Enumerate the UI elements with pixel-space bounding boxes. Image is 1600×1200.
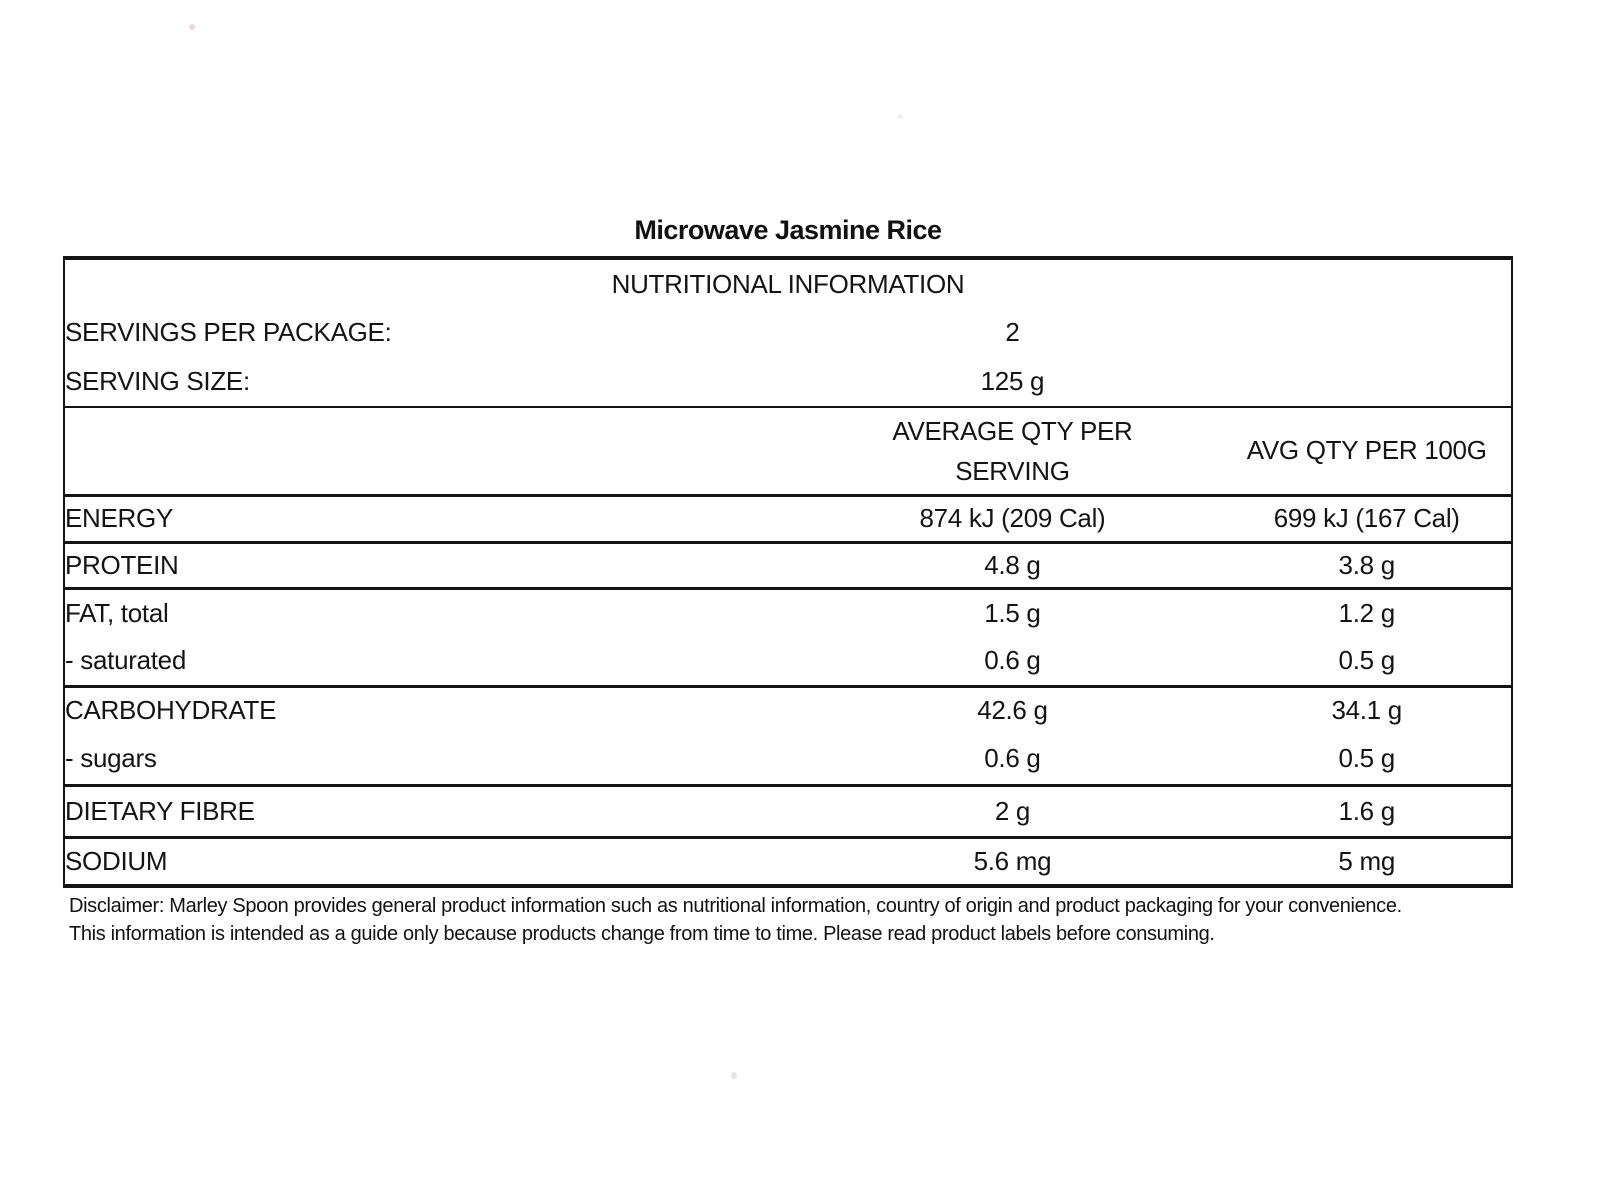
per-serving-value: 1.5 g (984, 597, 1041, 628)
table-row-carbohydrate: CARBOHYDRATE 42.6 g 34.1 g (64, 686, 1512, 734)
banner-row: NUTRITIONAL INFORMATION (64, 258, 1512, 308)
nutrient-label: CARBOHYDRATE (65, 695, 277, 726)
per-serving-value: 0.6 g (802, 734, 1223, 787)
empty-cell (64, 407, 803, 497)
table-row-dietary-fibre: DIETARY FIBRE 2 g 1.6 g (64, 785, 1512, 839)
servings-per-package-value: 2 (1005, 317, 1020, 347)
disclaimer-line-1: Disclaimer: Marley Spoon provides genera… (69, 895, 1402, 917)
servings-per-package-label: SERVINGS PER PACKAGE: (65, 317, 392, 347)
table-row-fat-total: FAT, total 1.5 g 1.2 g (64, 588, 1512, 637)
per-serving-column-header-text: AVERAGE QTY PER SERVING (892, 415, 1133, 486)
serving-size-label: SERVING SIZE: (64, 357, 803, 408)
per-100g-value: 699 kJ (167 Cal) (1222, 495, 1512, 544)
per-100g-value: 3.8 g (1222, 542, 1512, 590)
nutrient-label: SODIUM (65, 845, 168, 876)
table-row-energy: ENERGY 874 kJ (209 Cal) 699 kJ (167 Cal) (64, 495, 1512, 544)
per-serving-value: 874 kJ (209 Cal) (802, 495, 1223, 544)
column-header-row: AVERAGE QTY PER SERVING AVG QTY PER 100G (64, 407, 1512, 497)
disclaimer-text: Disclaimer: Marley Spoon provides genera… (63, 892, 1513, 948)
empty-cell (1222, 357, 1512, 408)
artifact-speck (189, 24, 195, 30)
per-serving-value: 5.6 mg (973, 845, 1052, 876)
nutritional-information-banner: NUTRITIONAL INFORMATION (611, 268, 965, 299)
per-100g-value: 1.2 g (1338, 597, 1396, 628)
nutrient-label: FAT, total (65, 597, 169, 628)
nutrient-label: ENERGY (64, 495, 803, 544)
artifact-speck (731, 1072, 737, 1079)
nutrition-table: NUTRITIONAL INFORMATION SERVINGS PER PAC… (63, 256, 1513, 888)
per-100g-value: 1.6 g (1222, 785, 1512, 839)
product-title: Microwave Jasmine Rice (634, 215, 942, 245)
disclaimer-line-2: This information is intended as a guide … (69, 923, 1215, 945)
per-100g-value: 0.5 g (1222, 734, 1512, 787)
label-content: Microwave Jasmine Rice NUTRITIONAL INFOR… (63, 210, 1513, 948)
servings-per-package-row: SERVINGS PER PACKAGE: 2 (64, 308, 1512, 357)
table-row-fat-saturated: - saturated 0.6 g 0.5 g (64, 637, 1512, 688)
per-serving-column-header: AVERAGE QTY PER SERVING (802, 407, 1223, 497)
per-serving-value: 42.6 g (977, 695, 1048, 726)
per-100g-value: 0.5 g (1222, 637, 1512, 688)
table-row-protein: PROTEIN 4.8 g 3.8 g (64, 542, 1512, 590)
nutrient-label: DIETARY FIBRE (64, 785, 803, 839)
per-serving-value: 0.6 g (802, 637, 1223, 688)
artifact-speck (898, 114, 903, 119)
table-row-sodium: SODIUM 5.6 mg 5 mg (64, 837, 1512, 886)
per-100g-value: 5 mg (1338, 845, 1395, 876)
nutrient-sublabel: - saturated (64, 637, 803, 688)
nutrient-sublabel: - sugars (64, 734, 803, 787)
serving-size-value: 125 g (802, 357, 1223, 408)
per-serving-value: 2 g (802, 785, 1223, 839)
table-row-sugars: - sugars 0.6 g 0.5 g (64, 734, 1512, 787)
per-100g-column-header: AVG QTY PER 100G (1222, 407, 1512, 497)
serving-size-row: SERVING SIZE: 125 g (64, 357, 1512, 408)
nutrient-label: PROTEIN (64, 542, 803, 590)
per-100g-value: 34.1 g (1331, 695, 1402, 726)
per-serving-value: 4.8 g (802, 542, 1223, 590)
empty-cell (1222, 308, 1512, 357)
